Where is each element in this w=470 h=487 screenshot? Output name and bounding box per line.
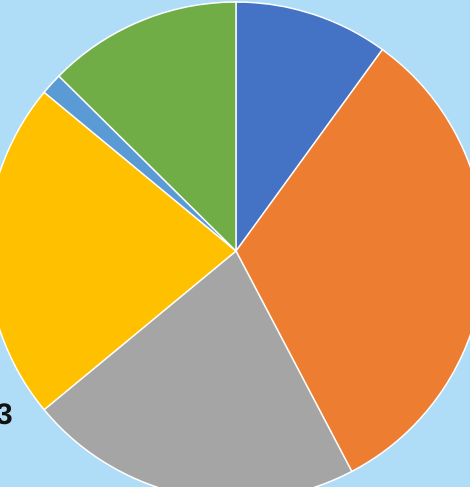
pie-slice-1 — [235, 1, 384, 254]
partial-slice-label: 3 — [0, 398, 13, 431]
pie-slice-2 — [235, 48, 470, 473]
pie-slice-6 — [57, 1, 237, 253]
pie-slice-4 — [0, 91, 238, 411]
